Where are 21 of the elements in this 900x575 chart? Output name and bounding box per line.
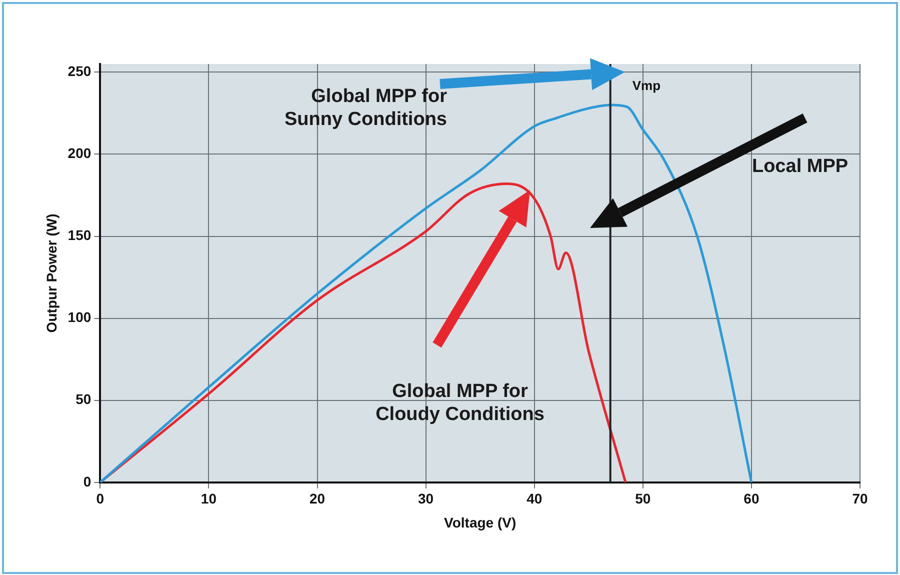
annotation: Global MPP for Sunny Conditions xyxy=(284,86,448,130)
x-tick-label: 10 xyxy=(200,490,217,507)
y-axis-title: Outpur Power (W) xyxy=(43,214,60,333)
y-tick-label: 50 xyxy=(76,391,92,408)
x-tick-label: 40 xyxy=(526,490,542,507)
line-series xyxy=(100,104,753,482)
ref-line-label: Vmp xyxy=(632,78,661,93)
x-tick-label: 20 xyxy=(309,490,326,507)
x-axis-title: Voltage (V) xyxy=(444,514,516,530)
y-tick-label: 250 xyxy=(68,63,92,80)
x-tick-label: 60 xyxy=(744,490,760,507)
y-tick-label: 200 xyxy=(68,145,92,162)
x-tick-label: 30 xyxy=(418,490,434,507)
annotation: Global MPP for Cloudy Conditions xyxy=(376,381,544,426)
annotation: Local MPP xyxy=(752,156,848,178)
x-tick-label: 0 xyxy=(96,490,104,507)
y-tick-label: 0 xyxy=(83,473,92,490)
x-tick-label: 70 xyxy=(852,490,868,507)
y-tick-label: 150 xyxy=(68,227,92,244)
y-tick-label: 100 xyxy=(68,309,92,326)
x-tick-label: 50 xyxy=(635,490,651,507)
